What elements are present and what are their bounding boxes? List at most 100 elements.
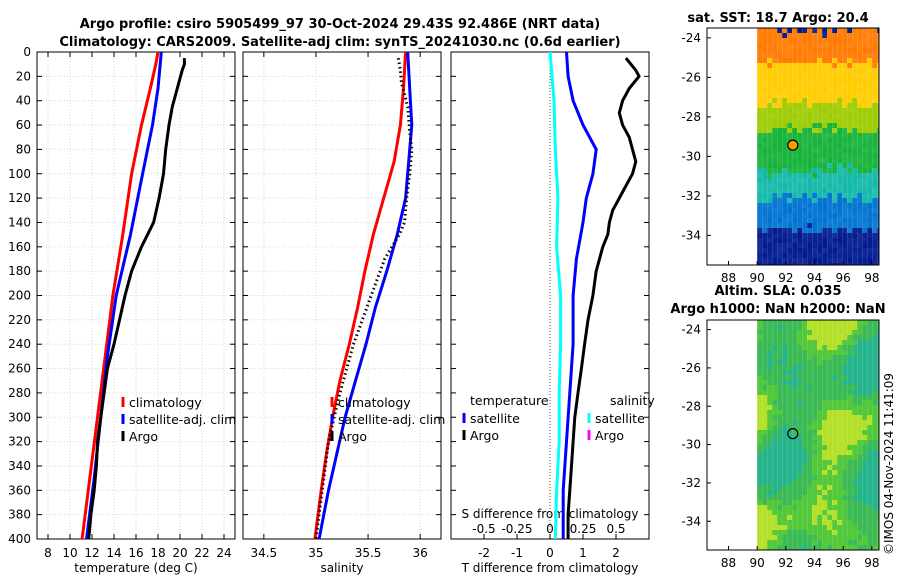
grid-cell [782,355,788,360]
grid-cell [792,78,798,83]
grid-cell [757,193,763,198]
grid-cell [802,350,808,355]
grid-cell [862,133,868,138]
grid-cell [872,355,878,360]
grid-cell [817,425,823,430]
grid-cell [862,88,868,93]
grid-cell [842,118,848,123]
grid-cell [777,173,783,178]
grid-cell [762,83,768,88]
grid-cell [827,248,833,253]
grid-cell [852,128,858,133]
grid-cell [862,445,868,450]
grid-cell [857,345,863,350]
grid-cell [782,480,788,485]
grid-cell [757,460,763,465]
grid-cell [852,243,858,248]
grid-cell [832,460,838,465]
grid-cell [837,153,843,158]
grid-cell [772,350,778,355]
grid-cell [857,430,863,435]
grid-cell [832,253,838,258]
y-tick-label: -28 [681,399,701,413]
grid-cell [767,480,773,485]
grid-cell [802,535,808,540]
grid-cell [837,118,843,123]
grid-cell [857,88,863,93]
series-line-satellite-adj-clim [317,51,414,540]
grid-cell [832,78,838,83]
grid-cell [862,218,868,223]
grid-cell [782,375,788,380]
grid-cell [872,78,878,83]
grid-cell [822,223,828,228]
grid-cell [837,515,843,520]
grid-cell [792,365,798,370]
grid-cell [867,103,873,108]
grid-cell [767,530,773,535]
grid-cell [802,103,808,108]
grid-cell [807,48,813,53]
grid-cell [802,28,808,33]
grid-cell [777,103,783,108]
grid-cell [837,440,843,445]
y-tick-label: -28 [681,110,701,124]
grid-cell [757,395,763,400]
grid-cell [802,510,808,515]
grid-cell [872,465,878,470]
grid-cell [772,68,778,73]
grid-cell [852,320,858,325]
grid-cell [797,405,803,410]
grid-cell [807,218,813,223]
grid-cell [842,178,848,183]
grid-cell [862,530,868,535]
grid-cell [802,355,808,360]
grid-cell [782,183,788,188]
grid-cell [812,143,818,148]
grid-cell [792,163,798,168]
grid-cell [797,475,803,480]
grid-cell [877,168,879,173]
grid-cell [837,243,843,248]
grid-cell [792,335,798,340]
grid-cell [832,540,838,545]
grid-cell [857,193,863,198]
grid-cell [762,213,768,218]
y-tick-label: 320 [8,435,31,449]
grid-cell [782,430,788,435]
grid-cell [822,525,828,530]
grid-cell [772,485,778,490]
grid-cell [757,425,763,430]
grid-cell [782,113,788,118]
grid-cell [817,263,823,265]
grid-cell [767,320,773,325]
grid-cell [772,238,778,243]
grid-cell [802,203,808,208]
grid-cell [782,128,788,133]
grid-cell [857,178,863,183]
grid-cell [822,320,828,325]
grid-cell [772,355,778,360]
grid-cell [782,193,788,198]
grid-cell [777,420,783,425]
grid-cell [827,385,833,390]
grid-cell [867,258,873,263]
grid-cell [782,53,788,58]
grid-cell [797,325,803,330]
grid-cell [827,430,833,435]
grid-cell [807,103,813,108]
grid-cell [807,68,813,73]
grid-cell [852,63,858,68]
grid-cell [787,420,793,425]
grid-cell [787,365,793,370]
grid-cell [767,53,773,58]
grid-cell [782,178,788,183]
grid-cell [782,78,788,83]
grid-cell [817,58,823,63]
grid-cell [787,410,793,415]
grid-cell [842,490,848,495]
grid-cell [802,38,808,43]
grid-cell [807,350,813,355]
grid-cell [847,410,853,415]
grid-cell [757,133,763,138]
